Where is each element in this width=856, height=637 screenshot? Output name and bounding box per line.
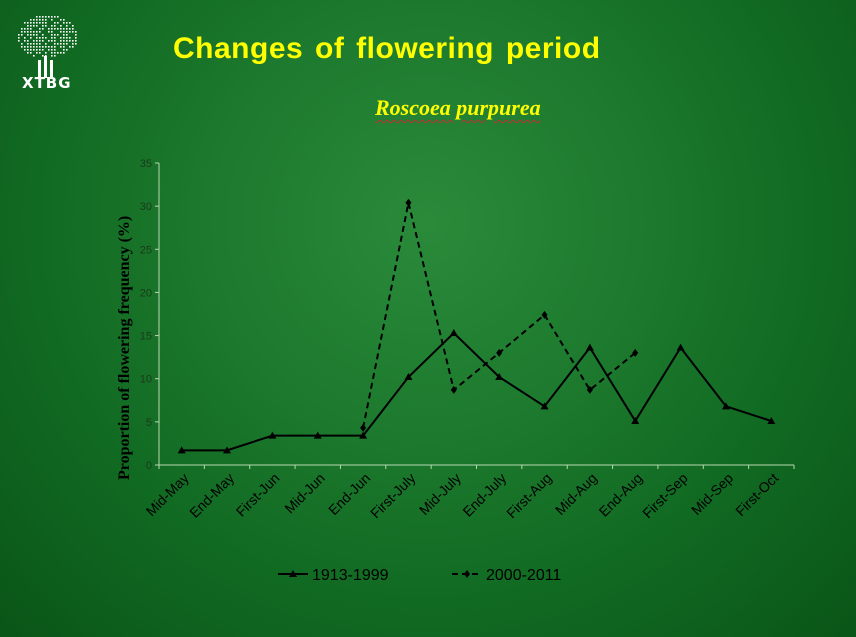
x-tick-label: First-Jun	[233, 470, 283, 520]
legend-label: 1913-1999	[312, 567, 389, 584]
y-tick-label: 20	[140, 287, 152, 299]
data-point	[450, 329, 458, 336]
y-tick-label: 25	[140, 244, 152, 256]
y-tick-label: 35	[140, 158, 152, 170]
data-point	[677, 344, 685, 351]
legend-label: 2000-2011	[486, 567, 561, 584]
y-tick-label: 30	[140, 201, 152, 213]
x-tick-label: End-Aug	[596, 470, 646, 520]
x-tick-label: Mid-May	[143, 470, 192, 519]
x-tick-label: End-Jun	[325, 470, 373, 518]
x-tick-label: Mid-Aug	[552, 470, 600, 518]
line-chart: 05101520253035Mid-MayEnd-MayFirst-JunMid…	[0, 0, 856, 637]
x-tick-label: First-Oct	[732, 470, 781, 519]
x-tick-label: End-May	[186, 470, 237, 521]
y-tick-label: 0	[146, 460, 152, 472]
x-tick-label: First-Aug	[503, 470, 554, 521]
x-tick-label: Mid-Sep	[688, 470, 736, 518]
x-tick-label: Mid-Jun	[281, 470, 328, 517]
legend-marker	[464, 570, 470, 578]
series-line-2000-2011	[363, 203, 635, 428]
x-tick-label: First-Sep	[639, 470, 691, 522]
x-tick-label: Mid-July	[416, 470, 464, 518]
y-tick-label: 10	[140, 374, 152, 386]
y-tick-label: 5	[146, 417, 152, 429]
y-tick-label: 15	[140, 331, 152, 343]
data-point	[586, 344, 594, 351]
x-tick-label: First-July	[367, 470, 418, 521]
y-axis-label: Proportion of flowering frequency (%)	[116, 216, 133, 480]
x-tick-label: End-July	[459, 470, 509, 520]
data-point	[360, 424, 366, 432]
data-point	[405, 199, 411, 207]
